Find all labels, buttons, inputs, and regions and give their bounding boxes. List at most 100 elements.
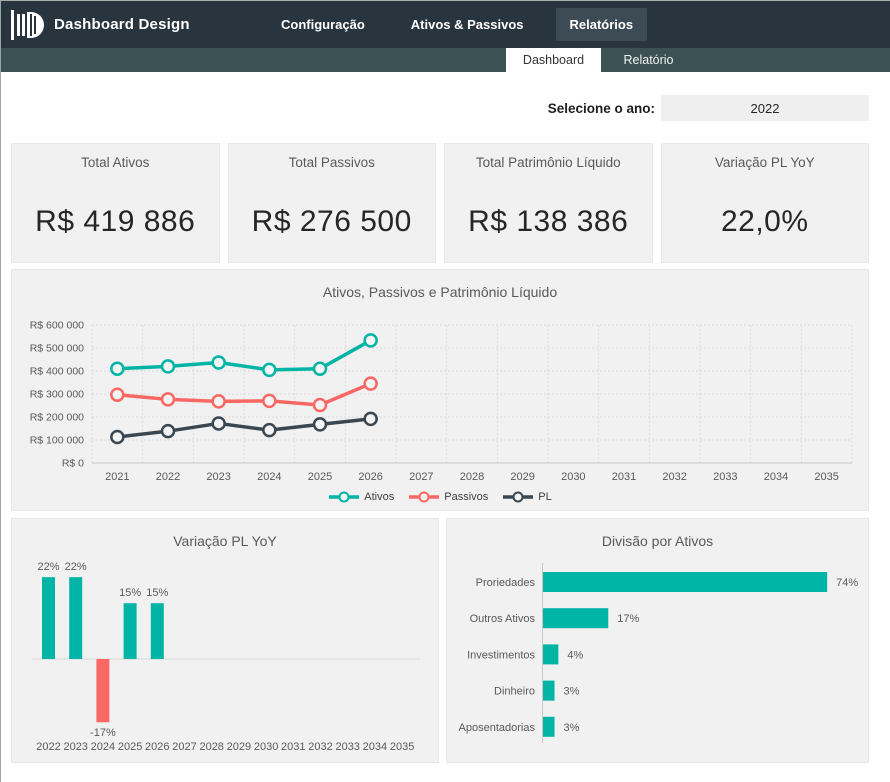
data-point-pl bbox=[263, 424, 275, 436]
x-tick-label: 2030 bbox=[254, 741, 278, 753]
brand-logo-icon bbox=[10, 8, 44, 42]
line-chart-card: Ativos, Passivos e Patrimônio Líquido R$… bbox=[11, 269, 869, 511]
x-tick-label: 2033 bbox=[713, 471, 737, 483]
asset-split-chart: Proriedades74%Outros Ativos17%Investimen… bbox=[447, 519, 868, 762]
bar-2025 bbox=[124, 603, 137, 659]
brand: Dashboard Design bbox=[1, 8, 190, 42]
x-tick-label: 2027 bbox=[172, 741, 196, 753]
nav-item-ativos-passivos[interactable]: Ativos & Passivos bbox=[397, 8, 538, 41]
data-point-pl bbox=[111, 431, 123, 443]
data-point-pl bbox=[365, 413, 377, 425]
bar-2024 bbox=[96, 659, 109, 722]
bar-value-label: -17% bbox=[90, 727, 116, 739]
y-tick-label: R$ 200 000 bbox=[30, 412, 84, 424]
tab-relatorio[interactable]: Relatório bbox=[601, 48, 696, 72]
bar-2022 bbox=[42, 577, 55, 659]
legend-label: PL bbox=[538, 491, 551, 503]
x-tick-label: 2021 bbox=[105, 471, 129, 483]
x-tick-label: 2022 bbox=[156, 471, 180, 483]
year-selector-row: Selecione o ano: 2022 bbox=[1, 95, 869, 121]
x-tick-label: 2024 bbox=[91, 741, 115, 753]
yoy-bar-chart: 22%202222%2023-17%202415%202515%20262027… bbox=[12, 519, 438, 762]
tab-dashboard[interactable]: Dashboard bbox=[506, 48, 601, 72]
hbar-value-label: 74% bbox=[836, 577, 858, 589]
main-nav: Configuração Ativos & Passivos Relatório… bbox=[267, 1, 647, 48]
legend-item-passivos: Passivos bbox=[408, 491, 488, 503]
data-point-pl bbox=[314, 418, 326, 430]
x-tick-label: 2032 bbox=[308, 741, 332, 753]
kpi-value: 22,0% bbox=[662, 205, 869, 239]
x-tick-label: 2027 bbox=[409, 471, 433, 483]
y-tick-label: R$ 100 000 bbox=[30, 435, 84, 447]
x-tick-label: 2034 bbox=[363, 741, 387, 753]
bar-value-label: 15% bbox=[119, 587, 141, 599]
x-tick-label: 2025 bbox=[118, 741, 142, 753]
hbar-outros-ativos bbox=[543, 608, 608, 628]
line-series-ativos bbox=[117, 340, 370, 369]
line-chart: R$ 0R$ 100 000R$ 200 000R$ 300 000R$ 400… bbox=[12, 270, 868, 510]
x-tick-label: 2025 bbox=[308, 471, 332, 483]
kpi-title: Variação PL YoY bbox=[662, 155, 869, 170]
x-tick-label: 2035 bbox=[390, 741, 414, 753]
x-tick-label: 2031 bbox=[612, 471, 636, 483]
legend-label: Passivos bbox=[444, 491, 488, 503]
x-tick-label: 2024 bbox=[257, 471, 281, 483]
tabs: Dashboard Relatório bbox=[506, 48, 696, 72]
kpi-row: Total Ativos R$ 419 886 Total Passivos R… bbox=[11, 143, 869, 263]
year-selector-label: Selecione o ano: bbox=[548, 101, 655, 116]
x-tick-label: 2034 bbox=[764, 471, 788, 483]
kpi-card-patrimonio-liquido: Total Patrimônio Líquido R$ 138 386 bbox=[444, 143, 653, 263]
nav-item-configuracao[interactable]: Configuração bbox=[267, 8, 379, 41]
asset-split-chart-card: Divisão por Ativos Proriedades74%Outros … bbox=[446, 518, 869, 763]
data-point-pl bbox=[213, 417, 225, 429]
legend-marker-icon bbox=[502, 491, 534, 503]
dashboard-window: Dashboard Design Configuração Ativos & P… bbox=[0, 0, 890, 782]
nav-item-relatorios[interactable]: Relatórios bbox=[556, 8, 648, 41]
bar-value-label: 22% bbox=[65, 561, 87, 573]
hbar-aposentadorias bbox=[543, 717, 555, 737]
brand-name: Dashboard Design bbox=[54, 16, 190, 33]
category-label: Proriedades bbox=[476, 577, 536, 589]
x-tick-label: 2028 bbox=[199, 741, 223, 753]
kpi-value: R$ 138 386 bbox=[445, 205, 652, 239]
y-tick-label: R$ 400 000 bbox=[30, 366, 84, 378]
category-label: Outros Ativos bbox=[470, 613, 536, 625]
x-tick-label: 2023 bbox=[206, 471, 230, 483]
kpi-title: Total Ativos bbox=[12, 155, 219, 170]
legend-item-pl: PL bbox=[502, 491, 551, 503]
kpi-card-variacao-pl: Variação PL YoY 22,0% bbox=[661, 143, 870, 263]
y-tick-label: R$ 300 000 bbox=[30, 389, 84, 401]
category-label: Aposentadorias bbox=[459, 722, 536, 734]
year-select[interactable]: 2022 bbox=[661, 95, 869, 121]
x-tick-label: 2030 bbox=[561, 471, 585, 483]
data-point-ativos bbox=[111, 363, 123, 375]
data-point-passivos bbox=[365, 378, 377, 390]
tab-bar: Dashboard Relatório bbox=[1, 48, 890, 72]
x-tick-label: 2029 bbox=[510, 471, 534, 483]
data-point-ativos bbox=[263, 364, 275, 376]
legend-marker-icon bbox=[328, 491, 360, 503]
x-tick-label: 2032 bbox=[662, 471, 686, 483]
top-navbar: Dashboard Design Configuração Ativos & P… bbox=[1, 1, 890, 48]
hbar-value-label: 3% bbox=[564, 722, 580, 734]
data-point-passivos bbox=[111, 389, 123, 401]
yoy-bar-chart-card: Variação PL YoY 22%202222%2023-17%202415… bbox=[11, 518, 439, 763]
kpi-card-total-ativos: Total Ativos R$ 419 886 bbox=[11, 143, 220, 263]
hbar-investimentos bbox=[543, 644, 558, 664]
legend-marker-icon bbox=[408, 491, 440, 503]
hbar-value-label: 3% bbox=[564, 686, 580, 698]
bar-2023 bbox=[69, 577, 82, 659]
kpi-card-total-passivos: Total Passivos R$ 276 500 bbox=[228, 143, 437, 263]
data-point-ativos bbox=[314, 363, 326, 375]
data-point-passivos bbox=[162, 393, 174, 405]
x-tick-label: 2035 bbox=[814, 471, 838, 483]
x-tick-label: 2022 bbox=[36, 741, 60, 753]
data-point-ativos bbox=[213, 356, 225, 368]
bar-2026 bbox=[151, 603, 164, 659]
kpi-value: R$ 276 500 bbox=[229, 205, 436, 239]
x-tick-label: 2029 bbox=[227, 741, 251, 753]
legend-label: Ativos bbox=[364, 491, 394, 503]
data-point-passivos bbox=[213, 395, 225, 407]
kpi-title: Total Patrimônio Líquido bbox=[445, 155, 652, 170]
data-point-passivos bbox=[314, 399, 326, 411]
